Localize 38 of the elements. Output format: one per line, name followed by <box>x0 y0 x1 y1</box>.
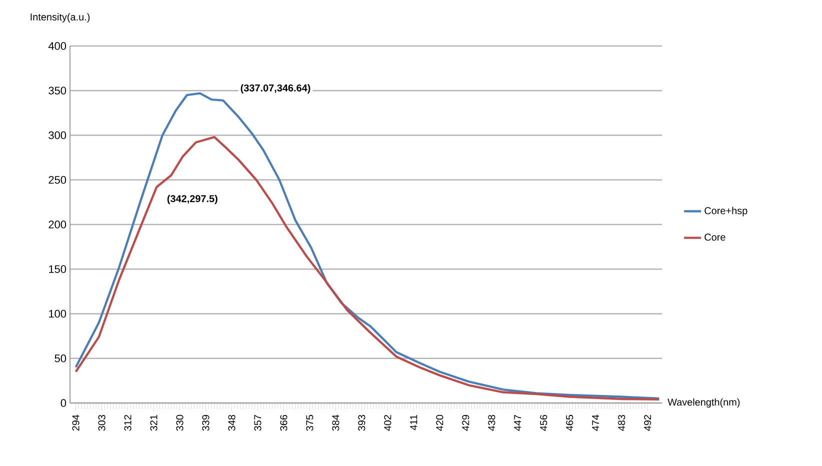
y-tick-label: 200 <box>48 220 66 228</box>
y-tick-label: 150 <box>49 265 66 273</box>
x-tick-label: 303 <box>98 414 106 431</box>
x-tick-label: 366 <box>280 414 288 431</box>
legend-label: Core+hsp <box>704 206 748 216</box>
x-tick-label: 321 <box>150 414 158 431</box>
y-tick-label: 250 <box>48 176 66 184</box>
x-tick-label: 483 <box>618 414 626 431</box>
x-tick-label: 330 <box>176 414 184 431</box>
annotation: (337.07,346.64) <box>240 84 310 94</box>
x-tick-label: 348 <box>228 414 236 431</box>
y-tick-label: 350 <box>48 86 66 94</box>
y-tick-label: 300 <box>48 131 66 140</box>
legend-label: Core <box>704 234 726 241</box>
y-tick-label: 0 <box>60 399 66 407</box>
x-tick-label: 456 <box>540 414 548 431</box>
x-tick-label: 294 <box>72 414 80 431</box>
x-tick-label: 438 <box>488 414 496 431</box>
y-tick-label: 50 <box>54 354 66 362</box>
annotation: (342,297.5) <box>167 194 218 204</box>
x-tick-label: 402 <box>384 415 392 431</box>
x-tick-label: 393 <box>358 414 366 431</box>
x-tick-label: 465 <box>566 414 574 431</box>
x-tick-label: 420 <box>436 414 444 431</box>
x-tick-label: 492 <box>644 415 652 431</box>
y-axis-title: Intensity(a.u.) <box>30 13 90 22</box>
y-tick-label: 100 <box>49 310 66 318</box>
x-tick-label: 375 <box>306 414 314 431</box>
x-tick-label: 357 <box>254 415 262 431</box>
x-tick-label: 474 <box>592 414 600 431</box>
x-tick-label: 384 <box>332 414 340 431</box>
x-tick-label: 411 <box>410 414 418 430</box>
x-tick-label: 339 <box>202 414 210 431</box>
y-tick-label: 400 <box>48 42 66 50</box>
x-tick-label: 312 <box>124 415 132 431</box>
x-tick-label: 429 <box>462 414 470 431</box>
x-tick-label: 447 <box>514 415 522 431</box>
x-axis-title: Wavelength(nm) <box>668 398 740 408</box>
